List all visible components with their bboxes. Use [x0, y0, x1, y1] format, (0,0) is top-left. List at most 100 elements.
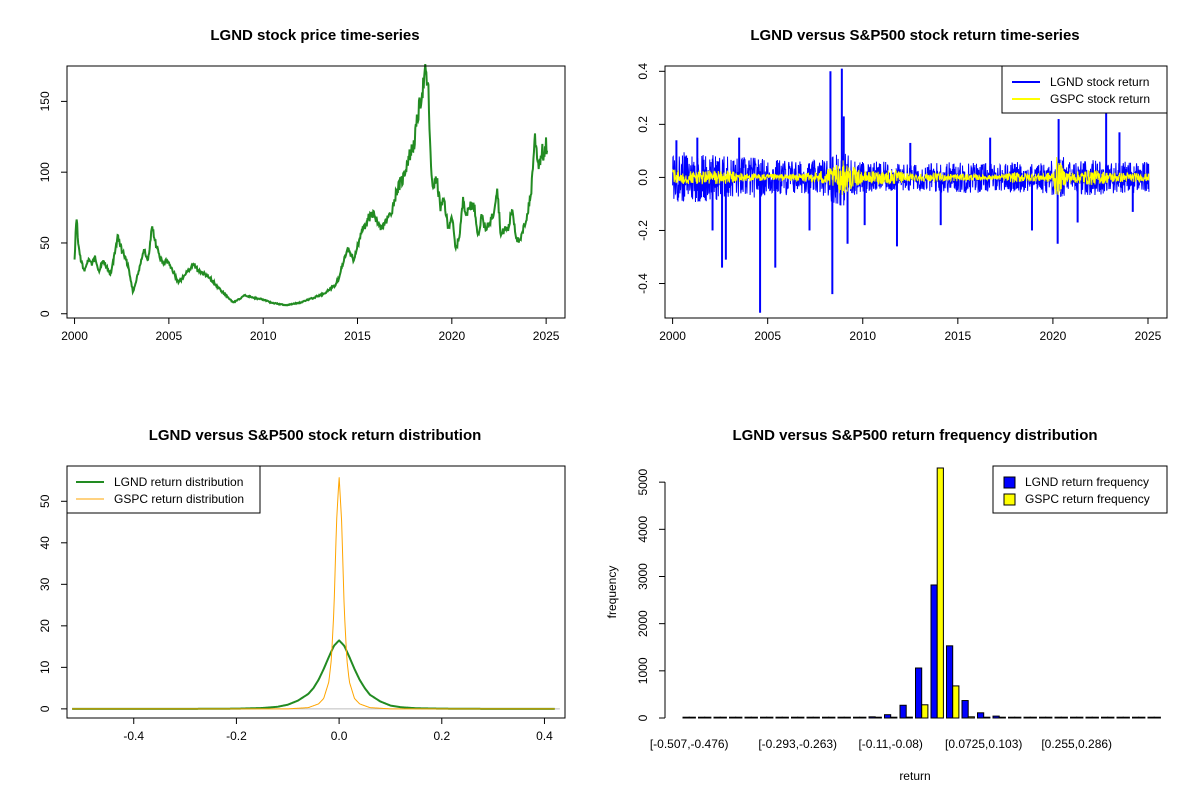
- frequency-gspc-bar: [1107, 716, 1115, 719]
- panel-density: LGND versus S&P500 stock return distribu…: [38, 427, 566, 743]
- frequency-legend-gspc-swatch: [1003, 493, 1016, 506]
- density-y-tick-label: 20: [38, 619, 52, 633]
- price-marks: [73, 64, 549, 307]
- frequency-gspc-bar: [735, 716, 743, 719]
- frequency-gspc-bar: [936, 467, 944, 719]
- returns-legend: LGND stock return GSPC stock return: [1001, 65, 1168, 114]
- frequency-gspc-bar: [781, 716, 789, 719]
- frequency-lgnd-bar: [992, 715, 1000, 719]
- frequency-lgnd-bar: [899, 704, 907, 719]
- frequency-lgnd-bar: [977, 712, 985, 719]
- density-y-tick-label: 10: [38, 660, 52, 674]
- frequency-lgnd-bar: [1008, 716, 1016, 719]
- frequency-x-tick-label: [0.255,0.286): [1041, 737, 1112, 751]
- returns-x-tick-label: 2005: [754, 329, 781, 343]
- price-axes: 2000 2005 2010 2015 2020 2025 0 50 100 150: [38, 91, 560, 343]
- returns-gspc-line: [672, 157, 1150, 195]
- price-y-tick-label: 100: [38, 162, 52, 182]
- frequency-x-axis-label: return: [899, 769, 930, 783]
- density-gspc-curve: [72, 477, 555, 710]
- density-y-tick-label: 30: [38, 577, 52, 591]
- returns-x-tick-label: 2010: [849, 329, 876, 343]
- frequency-x-tick-label: [-0.507,-0.476): [650, 737, 729, 751]
- returns-y-tick-label: 0.4: [636, 63, 650, 80]
- returns-y-tick-label: -0.4: [636, 273, 650, 294]
- density-y-tick-label: 0: [38, 705, 52, 712]
- frequency-lgnd-bar: [1023, 716, 1031, 719]
- density-legend-box: [66, 465, 261, 514]
- frequency-x-tick-label: [-0.11,-0.08): [858, 737, 922, 751]
- frequency-gspc-bar: [890, 716, 898, 719]
- frequency-chart-title: LGND versus S&P500 return frequency dist…: [732, 427, 1097, 444]
- frequency-lgnd-bar: [868, 716, 876, 719]
- price-x-tick-label: 2015: [344, 329, 371, 343]
- frequency-gspc-bar: [719, 716, 727, 719]
- frequency-lgnd-bar: [729, 716, 737, 719]
- frequency-lgnd-bar: [1101, 716, 1109, 719]
- frequency-legend-lgnd-swatch: [1003, 476, 1016, 489]
- frequency-y-tick-label: 4000: [636, 516, 650, 543]
- frequency-lgnd-bar: [1039, 716, 1047, 719]
- frequency-lgnd-bar: [806, 716, 814, 719]
- frequency-lgnd-bar: [775, 716, 783, 719]
- returns-y-tick-label: -0.2: [636, 220, 650, 241]
- returns-x-tick-label: 2000: [659, 329, 686, 343]
- frequency-gspc-bar: [766, 716, 774, 719]
- frequency-legend-box: [992, 465, 1168, 514]
- frequency-marks: [682, 467, 1161, 719]
- frequency-legend-gspc-label: GSPC return frequency: [1025, 492, 1150, 506]
- density-x-tick-label: 0.0: [331, 729, 348, 743]
- frequency-gspc-bar: [921, 704, 929, 719]
- frequency-lgnd-bar: [698, 716, 706, 719]
- frequency-gspc-bar: [1014, 716, 1022, 719]
- density-marks: [71, 477, 560, 710]
- density-legend: LGND return distribution GSPC return dis…: [66, 465, 261, 514]
- frequency-y-tick-label: 2000: [636, 610, 650, 637]
- frequency-lgnd-bar: [946, 645, 954, 719]
- frequency-gspc-bar: [905, 716, 913, 719]
- returns-axes: 2000 2005 2010 2015 2020 2025 -0.4 -0.2 0.0 0.2 0.…: [636, 63, 1162, 343]
- frequency-gspc-bar: [998, 716, 1006, 719]
- density-plot-frame: [66, 465, 566, 719]
- frequency-gspc-bar: [1138, 716, 1146, 719]
- frequency-gspc-bar: [797, 716, 805, 719]
- frequency-lgnd-bar: [682, 716, 690, 719]
- frequency-lgnd-bar: [1070, 716, 1078, 719]
- frequency-lgnd-bar: [1147, 716, 1155, 719]
- returns-y-tick-label: 0.2: [636, 116, 650, 133]
- frequency-axes: 0 1000 2000 3000 4000 5000 [-0.507,-0.476) [-0.…: [636, 468, 1112, 751]
- price-chart-title: LGND stock price time-series: [210, 27, 419, 44]
- returns-marks: [672, 68, 1150, 313]
- frequency-gspc-bar: [1045, 716, 1053, 719]
- frequency-lgnd-bar: [884, 714, 892, 719]
- density-y-tick-label: 40: [38, 536, 52, 550]
- frequency-gspc-bar: [983, 716, 991, 719]
- price-x-tick-label: 2020: [438, 329, 465, 343]
- frequency-gspc-bar: [1076, 716, 1084, 719]
- price-x-tick-label: 2000: [61, 329, 88, 343]
- returns-x-tick-label: 2020: [1040, 329, 1067, 343]
- frequency-y-tick-label: 0: [636, 714, 650, 721]
- density-axes: -0.4 -0.2 0.0 0.2 0.4 0 10 20 30 40 50: [38, 494, 553, 743]
- density-x-tick-label: -0.2: [226, 729, 247, 743]
- frequency-legend: LGND return frequency GSPC return freque…: [992, 465, 1168, 514]
- returns-legend-gspc-label: GSPC stock return: [1050, 92, 1150, 106]
- frequency-gspc-bar: [704, 716, 712, 719]
- frequency-y-tick-label: 1000: [636, 657, 650, 684]
- frequency-lgnd-bar: [853, 716, 861, 719]
- frequency-lgnd-bar: [1132, 716, 1140, 719]
- frequency-gspc-bar: [967, 716, 975, 719]
- price-y-tick-label: 50: [38, 236, 52, 250]
- panel-price: LGND stock price time-series 2000 2005 201…: [38, 27, 566, 343]
- frequency-lgnd-bar: [1116, 716, 1124, 719]
- frequency-y-tick-label: 5000: [636, 468, 650, 495]
- density-chart-title: LGND versus S&P500 stock return distribu…: [149, 427, 482, 444]
- frequency-lgnd-bar: [822, 716, 830, 719]
- returns-x-tick-label: 2015: [944, 329, 971, 343]
- price-x-tick-label: 2010: [250, 329, 277, 343]
- returns-legend-lgnd-label: LGND stock return: [1050, 75, 1149, 89]
- returns-chart-title: LGND versus S&P500 stock return time-ser…: [750, 27, 1079, 44]
- returns-plot-frame: [664, 65, 1168, 319]
- frequency-lgnd-bar: [930, 584, 938, 719]
- frequency-lgnd-bar: [1054, 716, 1062, 719]
